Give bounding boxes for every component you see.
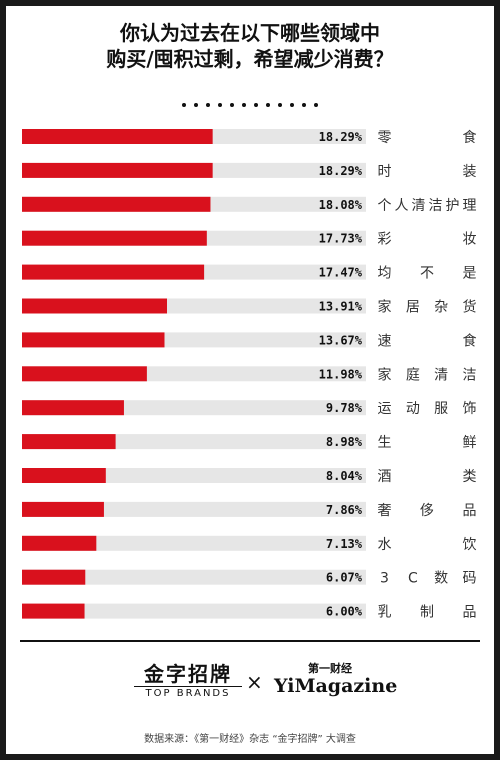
- bar: [22, 162, 213, 178]
- bar: [22, 603, 85, 619]
- category-label: 彩妆: [378, 232, 477, 248]
- bar-chart: 18.29% 零食 18.29% 时装 18.08% 个人清洁护理 17.73% 彩妆 17.4…: [22, 129, 477, 621]
- value-label: 8.04%: [326, 469, 363, 483]
- value-label: 7.13%: [326, 537, 363, 551]
- bar-track: [22, 535, 366, 551]
- bar: [22, 366, 147, 382]
- separator-dot: [278, 103, 282, 107]
- category-label: 乳制品: [378, 605, 477, 621]
- title-line-2: 购买/囤积过剩，希望减少消费？: [106, 47, 394, 71]
- bar: [22, 298, 168, 314]
- value-label: 6.07%: [326, 571, 363, 585]
- separator-dot: [290, 103, 294, 107]
- category-label: 生鲜: [378, 435, 477, 451]
- value-label: 13.67%: [319, 333, 363, 347]
- category-label: 个人清洁护理: [378, 198, 477, 214]
- value-label: 13.91%: [319, 300, 363, 314]
- category-label: 速食: [378, 332, 477, 349]
- value-label: 7.86%: [326, 503, 363, 517]
- separator-dot: [242, 103, 246, 107]
- separator-dot: [302, 103, 306, 107]
- separator-dot: [314, 103, 318, 107]
- value-label: 11.98%: [319, 367, 363, 381]
- separator-dot: [182, 103, 186, 107]
- category-label: 3C数码: [380, 571, 476, 587]
- title-line-1: 你认为过去在以下哪些领域中: [120, 21, 380, 45]
- bar: [22, 196, 211, 212]
- separator-dot: [218, 103, 222, 107]
- value-label: 17.73%: [319, 232, 363, 246]
- bar-track: [22, 468, 366, 483]
- data-source-note: 数据来源：《第一财经》杂志 “金字招牌” 大调查: [144, 734, 356, 745]
- bar: [22, 332, 165, 348]
- category-label: 家居杂货: [378, 299, 477, 316]
- bar-track: [22, 501, 366, 517]
- bar: [22, 400, 124, 416]
- yimagazine-logo: 第一财经 YiMagazine: [274, 662, 397, 697]
- value-label: 18.08%: [319, 198, 363, 212]
- category-label: 时装: [378, 164, 477, 180]
- top-brands-logo: 金字招牌 TOP BRANDS: [134, 662, 242, 700]
- category-label: 家庭清洁: [378, 366, 477, 383]
- bar-track: [22, 569, 366, 585]
- value-label: 6.00%: [326, 605, 363, 619]
- bar-track: [22, 603, 366, 619]
- dotted-separator: [6, 92, 494, 111]
- infographic-card: 你认为过去在以下哪些领域中 购买/囤积过剩，希望减少消费？ 18.29% 零食 18…: [6, 6, 494, 754]
- bar: [22, 535, 97, 551]
- separator-dot: [194, 103, 198, 107]
- yimagazine-logo-en: YiMagazine: [274, 675, 398, 697]
- value-label: 17.47%: [319, 266, 363, 280]
- yimagazine-logo-cn: 第一财经: [308, 662, 352, 675]
- category-label: 奢侈品: [378, 503, 477, 519]
- category-label: 水饮: [378, 537, 477, 553]
- separator-dot: [254, 103, 258, 107]
- bar: [22, 501, 104, 517]
- bar: [22, 129, 213, 144]
- category-label: 均不是: [378, 266, 477, 282]
- value-label: 18.29%: [319, 164, 363, 178]
- value-label: 18.29%: [319, 130, 363, 144]
- value-label: 9.78%: [326, 401, 363, 415]
- bar: [22, 230, 207, 246]
- bar: [22, 569, 86, 585]
- top-brands-logo-en: TOP BRANDS: [134, 686, 242, 700]
- category-label: 酒类: [378, 469, 477, 485]
- category-label: 运动服饰: [378, 401, 477, 417]
- bar: [22, 468, 106, 483]
- footer-divider: [20, 640, 480, 642]
- times-icon: ×: [246, 670, 263, 694]
- separator-dot: [206, 103, 210, 107]
- bar: [22, 264, 205, 280]
- separator-dot: [230, 103, 234, 107]
- chart-title: 你认为过去在以下哪些领域中 购买/囤积过剩，希望减少消费？: [6, 20, 494, 72]
- bar: [22, 434, 116, 450]
- category-label: 零食: [378, 129, 477, 146]
- separator-dot: [266, 103, 270, 107]
- value-label: 8.98%: [326, 435, 363, 449]
- top-brands-logo-cn: 金字招牌: [144, 662, 232, 686]
